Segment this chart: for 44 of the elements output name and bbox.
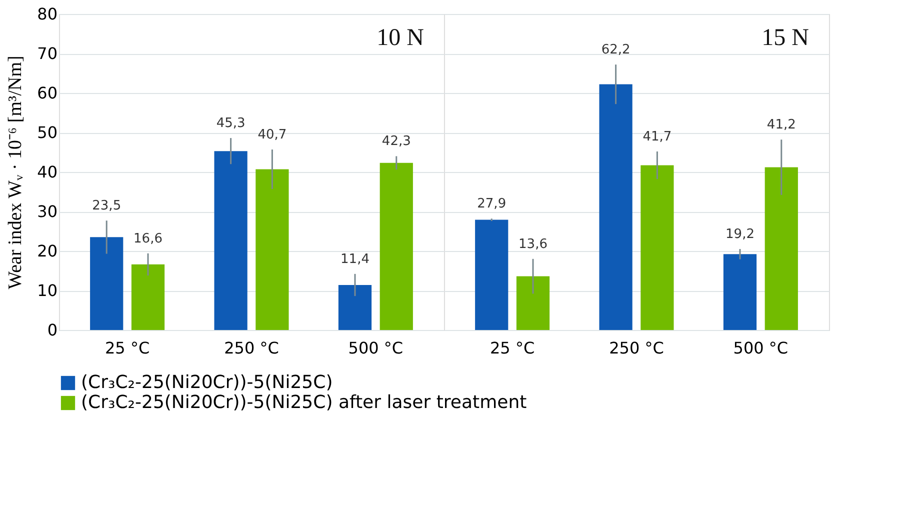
y-tick-label: 30 bbox=[37, 202, 58, 221]
bar bbox=[475, 220, 508, 330]
legend-label: (Cr₃C₂-25(Ni20Cr))-5(Ni25C) bbox=[81, 372, 333, 393]
bar bbox=[599, 84, 632, 330]
x-tick-label: 250 °C bbox=[224, 338, 279, 358]
bar bbox=[256, 169, 289, 330]
data-label: 27,9 bbox=[477, 196, 506, 212]
data-label: 42,3 bbox=[382, 134, 411, 150]
x-tick-label: 500 °C bbox=[348, 338, 404, 358]
annotation: 10 N bbox=[376, 25, 424, 51]
y-tick-label: 20 bbox=[37, 242, 58, 260]
bar bbox=[214, 151, 248, 330]
y-tick-label: 70 bbox=[37, 44, 58, 63]
y-tick-label: 40 bbox=[37, 162, 58, 182]
y-tick-label: 10 bbox=[37, 281, 58, 300]
x-tick-label: 25 °C bbox=[104, 338, 150, 358]
legend-label: (Cr₃C₂-25(Ni20Cr))-5(Ni25C) after laser treatment bbox=[81, 392, 527, 413]
data-label: 23,5 bbox=[92, 198, 122, 214]
bar bbox=[338, 284, 372, 330]
data-label: 41,7 bbox=[642, 129, 672, 144]
bar bbox=[516, 276, 550, 330]
data-label: 13,6 bbox=[518, 236, 548, 252]
bar bbox=[90, 237, 124, 330]
x-tick-label: 500 °C bbox=[733, 338, 788, 358]
y-tick-label: 0 bbox=[47, 320, 58, 340]
annotation: 15 N bbox=[762, 25, 809, 51]
x-tick-label: 250 °C bbox=[609, 338, 664, 358]
y-axis-title: Wear index Wᵥ · 10⁻⁶ [m³/Nm] bbox=[5, 56, 26, 290]
data-label: 45,3 bbox=[216, 116, 246, 132]
bar bbox=[723, 254, 757, 330]
data-label: 62,2 bbox=[601, 42, 630, 58]
bar bbox=[640, 165, 674, 330]
y-tick-label: 50 bbox=[37, 123, 58, 142]
bar bbox=[131, 264, 165, 330]
bar bbox=[380, 162, 413, 330]
y-tick-label: 60 bbox=[37, 84, 58, 102]
data-label: 11,4 bbox=[340, 252, 370, 267]
bar bbox=[764, 167, 798, 330]
data-label: 40,7 bbox=[258, 127, 287, 142]
y-tick-label: 80 bbox=[37, 4, 58, 24]
data-label: 16,6 bbox=[134, 231, 162, 246]
data-label: 19,2 bbox=[726, 227, 754, 242]
data-label: 41,2 bbox=[766, 118, 796, 133]
x-tick-label: 25 °C bbox=[490, 338, 535, 358]
